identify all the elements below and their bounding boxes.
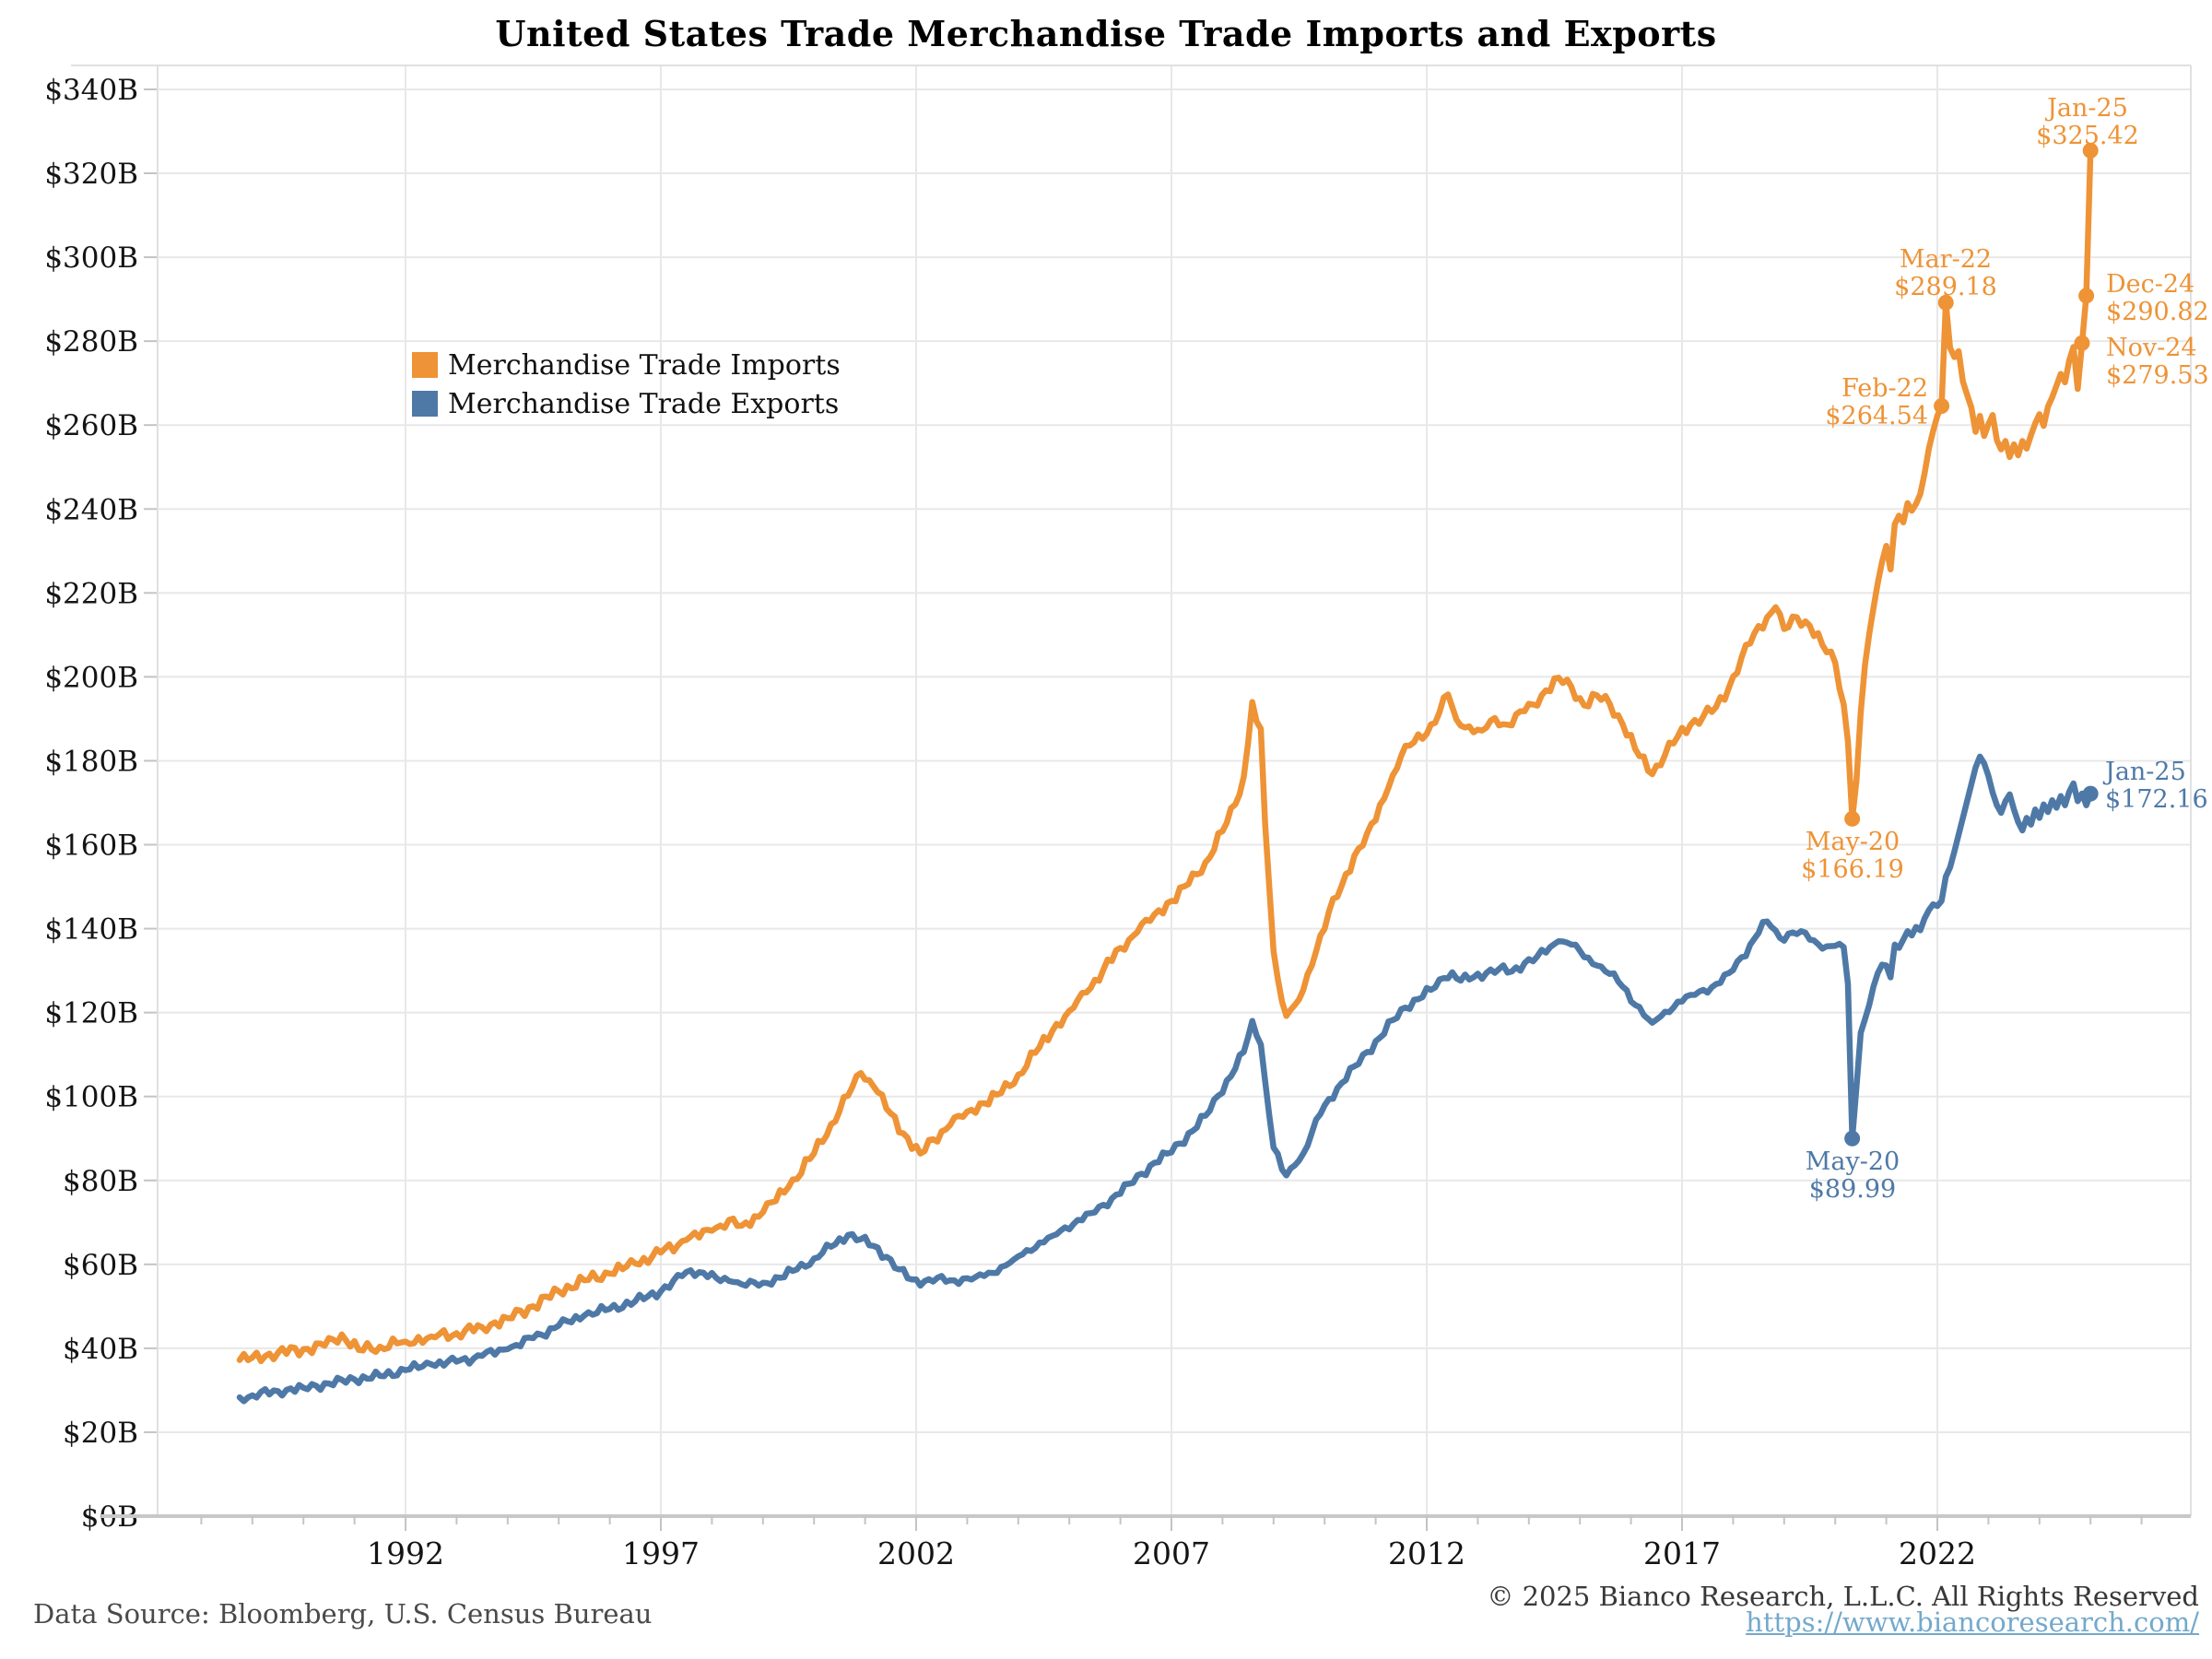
legend-swatch xyxy=(412,391,438,417)
x-tick-label: 1992 xyxy=(367,1535,444,1571)
y-tick-label: $160B xyxy=(44,830,138,863)
copyright-text: © 2025 Bianco Research, L.L.C. All Right… xyxy=(1487,1581,2199,1612)
annotation-label: Jan-25 xyxy=(2102,758,2186,786)
bianco-research-link[interactable]: https://www.biancoresearch.com/ xyxy=(1746,1606,2199,1638)
annotation-label: $325.42 xyxy=(2036,122,2139,150)
annotation-label: May-20 xyxy=(1806,1147,1900,1176)
legend-swatch xyxy=(412,352,438,378)
annotation-dot xyxy=(1844,1130,1861,1147)
y-tick-label: $300B xyxy=(44,241,138,275)
y-tick-label: $20B xyxy=(63,1417,138,1450)
y-tick-label: $220B xyxy=(44,577,138,610)
y-tick-label: $240B xyxy=(44,493,138,526)
annotation-label: May-20 xyxy=(1806,828,1900,856)
annotation-label: $264.54 xyxy=(1825,402,1928,430)
annotation-label: $289.18 xyxy=(1894,273,1997,301)
y-tick-label: $80B xyxy=(63,1165,138,1198)
annotation-label: Mar-22 xyxy=(1900,245,1992,274)
y-tick-label: $40B xyxy=(63,1333,138,1366)
x-tick-label: 2002 xyxy=(877,1535,955,1571)
x-tick-label: 1997 xyxy=(622,1535,700,1571)
annotation-label: $172.16 xyxy=(2105,785,2208,814)
annotation-label: $279.53 xyxy=(2106,361,2209,390)
y-tick-label: $280B xyxy=(44,325,138,359)
annotation-dot xyxy=(2082,142,2099,159)
y-tick-label: $320B xyxy=(44,158,138,191)
y-tick-label: $60B xyxy=(63,1249,138,1282)
annotation-dot xyxy=(2078,288,2095,304)
y-tick-label: $140B xyxy=(44,913,138,947)
y-tick-label: $180B xyxy=(44,745,138,778)
annotation-label: $166.19 xyxy=(1801,855,1904,884)
legend-label: Merchandise Trade Imports xyxy=(448,349,841,382)
imports-line xyxy=(236,147,2094,1365)
exports-line xyxy=(236,753,2094,1405)
y-tick-label: $200B xyxy=(44,661,138,694)
x-tick-label: 2012 xyxy=(1388,1535,1465,1571)
annotation-dot xyxy=(1844,810,1861,827)
annotation-label: Jan-25 xyxy=(2044,94,2128,123)
copyright-block: © 2025 Bianco Research, L.L.C. All Right… xyxy=(1487,1583,2199,1640)
y-tick-label: $100B xyxy=(44,1081,138,1114)
y-tick-label: $120B xyxy=(44,997,138,1030)
x-tick-label: 2022 xyxy=(1899,1535,1976,1571)
annotation-label: Feb-22 xyxy=(1841,374,1928,403)
annotation-dot xyxy=(1934,398,1950,415)
annotation-label: Dec-24 xyxy=(2106,270,2194,299)
legend-label: Merchandise Trade Exports xyxy=(448,388,839,420)
chart-title: United States Trade Merchandise Trade Im… xyxy=(495,13,1717,54)
x-tick-label: 2017 xyxy=(1643,1535,1721,1571)
x-tick-label: 2007 xyxy=(1133,1535,1210,1571)
y-tick-label: $340B xyxy=(44,74,138,107)
annotation-dot xyxy=(2082,785,2099,802)
annotation-label: $89.99 xyxy=(1809,1175,1896,1204)
data-source-note: Data Source: Bloomberg, U.S. Census Bure… xyxy=(33,1598,653,1630)
annotation-label: Nov-24 xyxy=(2106,334,2197,362)
y-tick-label: $260B xyxy=(44,409,138,442)
annotation-label: $290.82 xyxy=(2106,298,2209,326)
annotation-dot xyxy=(2074,335,2090,351)
annotation-dot xyxy=(1937,294,1954,311)
